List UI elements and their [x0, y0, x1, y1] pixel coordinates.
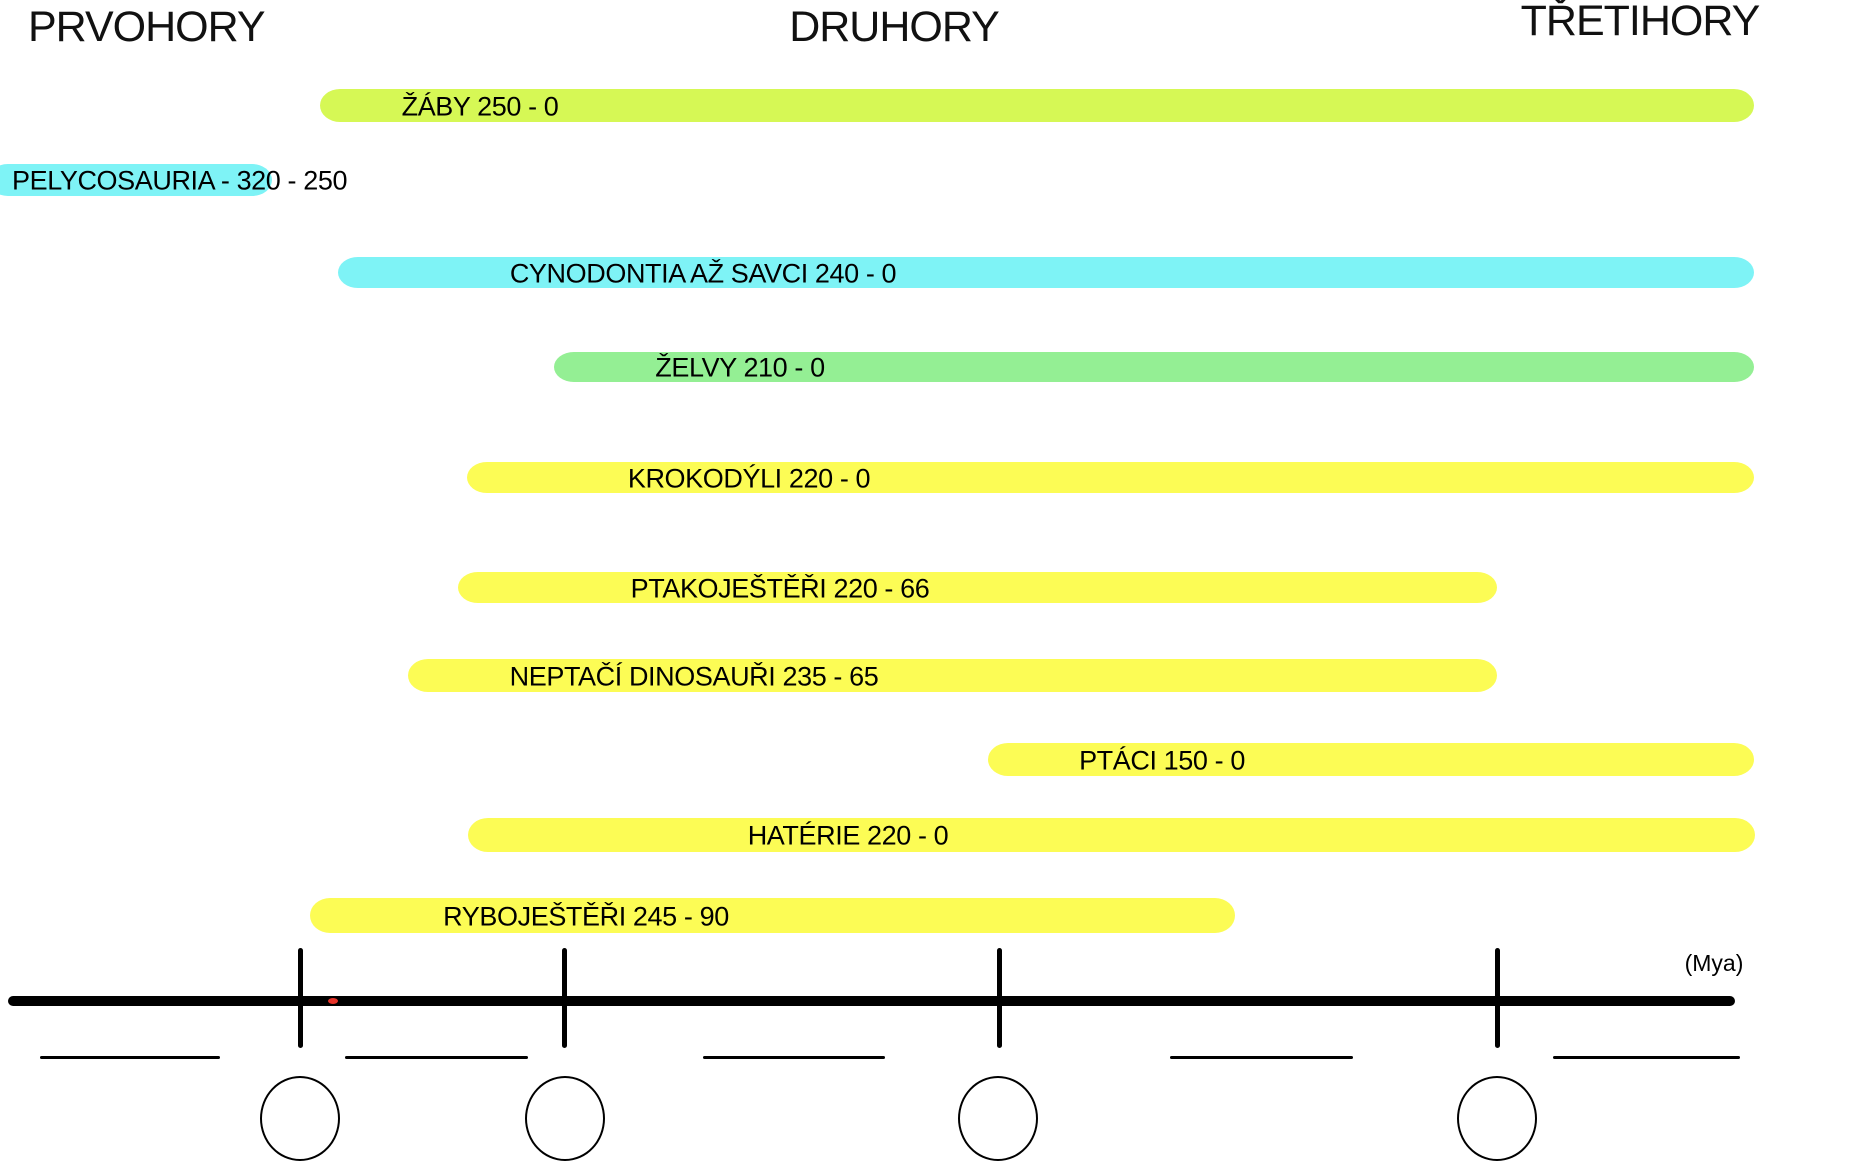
taxon-label-ptakojesteri: PTAKOJEŠTĚŘI 220 - 66 — [630, 573, 930, 603]
era-bracket-3 — [703, 1056, 885, 1059]
era-title-tretihory: TŘETIHORY — [1520, 0, 1761, 45]
taxon-bar-haterie — [468, 818, 1755, 852]
taxon-bar-neptaci-dinosauri — [408, 659, 1497, 692]
boundary-circle-2 — [525, 1076, 605, 1161]
era-title-prvohory: PRVOHORY — [28, 3, 266, 51]
taxon-label-pelycosauria: PELYCOSAURIA - 320 - 250 — [12, 165, 348, 196]
boundary-circle-1 — [260, 1076, 340, 1161]
era-title-druhory: DRUHORY — [789, 3, 1000, 51]
taxon-bar-krokodyli — [467, 462, 1754, 493]
era-bracket-5 — [1553, 1056, 1740, 1059]
taxon-bar-zelvy — [554, 352, 1754, 382]
boundary-circle-3 — [958, 1076, 1038, 1161]
boundary-circle-4 — [1457, 1076, 1537, 1161]
taxon-label-haterie: HATÉRIE 220 - 0 — [747, 820, 949, 851]
era-bracket-4 — [1170, 1056, 1353, 1059]
taxon-label-zaby: ŽÁBY 250 - 0 — [401, 91, 559, 121]
taxon-label-cynodontia-az-savci: CYNODONTIA AŽ SAVCI 240 - 0 — [509, 258, 897, 288]
taxon-bar-zaby — [320, 89, 1754, 122]
taxon-label-neptaci-dinosauri: NEPTAČÍ DINOSAUŘI 235 - 65 — [509, 661, 879, 691]
era-bracket-1 — [40, 1056, 220, 1059]
axis-tick-4 — [1494, 948, 1500, 1048]
taxon-label-rybojesteri: RYBOJEŠTĚŘI 245 - 90 — [443, 901, 729, 931]
taxon-bar-ptaci — [988, 743, 1754, 776]
taxon-bar-pelycosauria — [0, 164, 272, 196]
taxon-label-krokodyli: KROKODÝLI 220 - 0 — [627, 463, 871, 493]
taxon-bar-cynodontia-az-savci — [338, 257, 1754, 288]
axis-tick-1 — [297, 948, 303, 1048]
taxon-bar-ptakojesteri — [458, 572, 1497, 603]
taxon-label-ptaci: PTÁCI 150 - 0 — [1079, 745, 1245, 775]
axis-tick-3 — [996, 948, 1002, 1048]
time-axis-line — [8, 996, 1735, 1006]
taxon-label-zelvy: ŽELVY 210 - 0 — [655, 352, 825, 383]
taxon-bar-rybojesteri — [310, 898, 1235, 933]
era-bracket-2 — [345, 1056, 528, 1059]
axis-tick-2 — [561, 948, 567, 1048]
red-marker — [328, 998, 338, 1004]
axis-unit-label: (Mya) — [1684, 950, 1744, 976]
